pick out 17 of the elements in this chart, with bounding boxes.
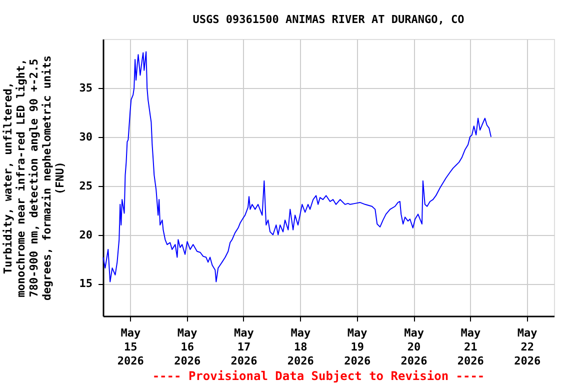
x-tick-label: May 22 2026	[514, 326, 541, 368]
y-tick-label: 15	[79, 277, 92, 290]
line-series	[102, 51, 492, 282]
y-tick-label: 25	[79, 179, 92, 192]
y-tick-label: 20	[79, 228, 92, 242]
y-tick-label: 30	[79, 130, 92, 144]
text: ---- Provisional Data Subject to Revision ----	[152, 369, 485, 383]
x-tick-label: May 18 2026	[287, 326, 314, 368]
x-tick-label: May 20 2026	[400, 326, 428, 368]
x-tick-label: May 15 2026	[117, 326, 144, 368]
y-tick-label: 35	[79, 81, 92, 94]
x-tick-label: May 19 2026	[344, 326, 371, 368]
x-tick-label: May 21 2026	[457, 326, 484, 368]
y-axis-title: Turbidity, water, unfiltered, monochrome near infra-red LED light, 780-900 nm, detection angle 90 +-2.5 degrees, formazin nephelometric units (FNU)	[1, 55, 66, 301]
x-tick-label: May 17 2026	[230, 326, 258, 368]
x-tick-label: May 16 2026	[174, 326, 201, 368]
chart-title: USGS 09361500 ANIMAS RIVER AT DURANGO, CO	[192, 13, 465, 26]
